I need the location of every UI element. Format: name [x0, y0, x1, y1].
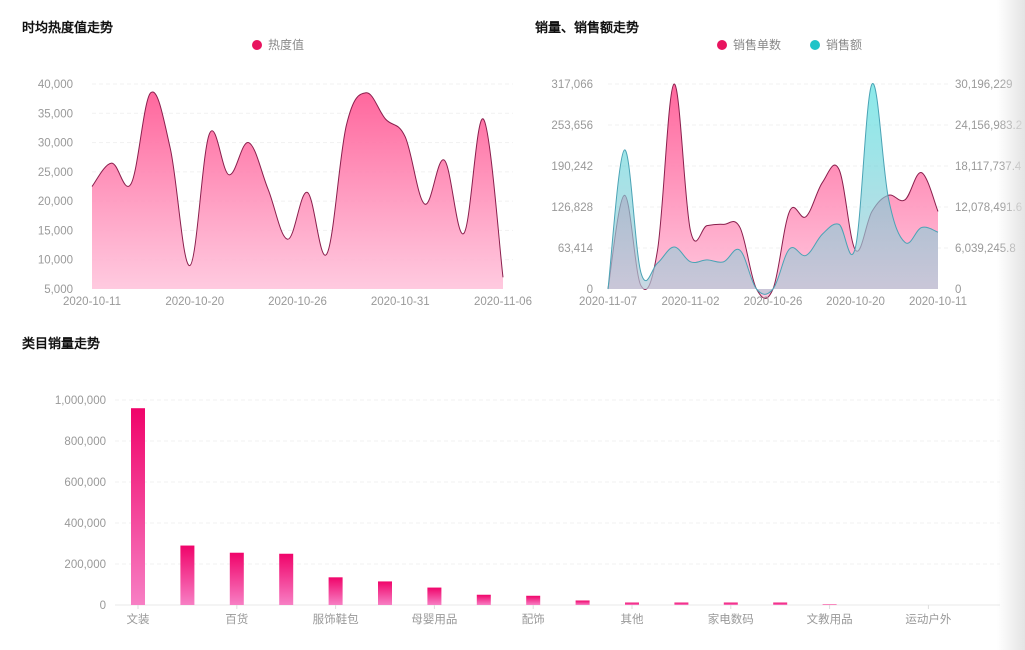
y-tick-label: 20,000	[38, 196, 73, 208]
bar	[476, 594, 491, 605]
x-tick-label: 文教用品	[807, 612, 853, 626]
y-right-tick-label: 0	[955, 284, 961, 296]
x-tick-label: 2020-11-02	[662, 296, 720, 308]
x-tick-label: 运动户外	[905, 612, 951, 626]
x-tick-label: 母婴用品	[411, 613, 457, 626]
heat-line	[91, 91, 504, 278]
units-area	[608, 83, 938, 299]
bar	[773, 602, 788, 605]
x-tick-label: 2020-10-11	[63, 296, 121, 308]
bar	[427, 587, 442, 605]
y-tick-label: 5,000	[44, 284, 73, 296]
bar	[131, 408, 145, 605]
heat-legend-label: 热度值	[268, 38, 305, 52]
bar	[526, 595, 541, 605]
x-tick-label: 配饰	[522, 612, 545, 626]
y-left-tick-label: 0	[587, 284, 593, 296]
legend-dot-icon	[252, 39, 262, 50]
category-chart-title: 类目销量走势	[22, 337, 101, 352]
y-tick-label: 35,000	[38, 108, 73, 120]
x-tick-label: 2020-10-31	[371, 296, 430, 308]
y-tick-label: 200,000	[64, 559, 106, 571]
bar	[674, 602, 689, 605]
x-tick-label: 文装	[127, 612, 150, 626]
sales-legend-units[interactable]: 销售单数	[717, 36, 781, 53]
bar	[575, 600, 590, 605]
heat-chart-title: 时均热度值走势	[22, 21, 114, 36]
y-tick-label: 0	[100, 600, 106, 612]
x-tick-label: 2020-10-26	[744, 296, 803, 308]
y-tick-label: 400,000	[64, 518, 106, 530]
x-tick-label: 2020-10-11	[909, 296, 967, 308]
amount-line	[607, 83, 939, 295]
sales-chart-title: 销量、销售额走势	[535, 21, 640, 36]
y-left-tick-label: 126,828	[551, 202, 593, 214]
y-tick-label: 30,000	[38, 138, 73, 150]
x-tick-label: 百货	[225, 612, 248, 626]
y-tick-label: 40,000	[38, 79, 73, 91]
bar	[229, 552, 244, 605]
x-tick-label: 家电数码	[708, 612, 754, 626]
y-left-tick-label: 190,242	[551, 161, 593, 173]
bar	[328, 577, 343, 605]
x-tick-label: 其他	[621, 613, 644, 626]
bar	[723, 602, 738, 605]
legend-dot-icon	[717, 39, 727, 50]
sales-legend-amount-label: 销售额	[826, 38, 863, 52]
x-tick-label: 2020-10-26	[268, 296, 327, 308]
bar	[822, 604, 837, 605]
x-tick-label: 2020-10-20	[165, 296, 224, 308]
y-left-tick-label: 317,066	[551, 79, 593, 91]
heat-area	[92, 91, 503, 290]
y-tick-label: 800,000	[64, 436, 106, 448]
x-tick-label: 服饰鞋包	[313, 612, 359, 626]
heat-legend[interactable]: 热度值	[252, 36, 304, 53]
sales-legend-amount[interactable]: 销售额	[810, 36, 862, 53]
y-tick-label: 25,000	[38, 167, 73, 179]
page-edge-shadow	[997, 0, 1025, 650]
x-tick-label: 2020-10-20	[826, 296, 885, 308]
bar	[180, 545, 195, 605]
y-tick-label: 1,000,000	[55, 395, 106, 407]
y-left-tick-label: 253,656	[551, 120, 593, 132]
x-tick-label: 2020-11-06	[474, 296, 532, 308]
bar	[279, 553, 294, 605]
x-tick-label: 2020-11-07	[579, 296, 637, 308]
y-left-tick-label: 63,414	[558, 243, 594, 255]
y-tick-label: 600,000	[64, 477, 106, 489]
sales-legend-units-label: 销售单数	[733, 38, 782, 52]
bar	[625, 602, 639, 605]
y-tick-label: 15,000	[38, 225, 73, 237]
y-tick-label: 10,000	[38, 255, 73, 267]
bar	[378, 581, 392, 605]
legend-dot-icon	[810, 39, 820, 50]
